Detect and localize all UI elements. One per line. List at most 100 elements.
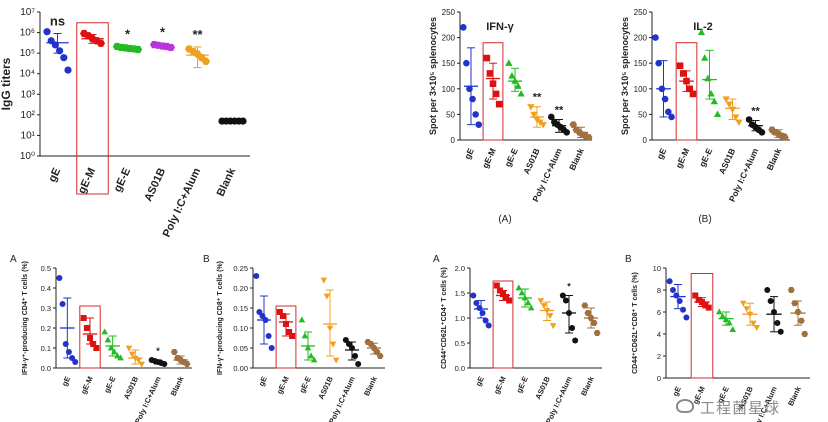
x-category-label: gE-E — [297, 375, 312, 394]
panel-caption: (A) — [498, 214, 511, 225]
data-point — [668, 113, 675, 121]
x-category-label: AS01B — [717, 147, 738, 176]
data-point — [517, 89, 525, 97]
data-point — [524, 299, 532, 306]
data-point — [470, 292, 477, 299]
x-category-label: Blank — [169, 374, 186, 397]
y-tick-label: 10¹ — [21, 130, 36, 141]
data-point — [549, 323, 557, 330]
y-tick-label: 0.3 — [41, 304, 51, 313]
data-point — [60, 54, 68, 62]
data-point — [732, 114, 740, 121]
chart-title: IFN-γ — [486, 21, 514, 33]
highlight-box — [482, 42, 504, 141]
data-point — [349, 345, 355, 351]
y-tick-label: 0.10 — [233, 324, 248, 333]
data-point — [704, 74, 712, 82]
data-point — [707, 89, 715, 97]
data-point — [563, 129, 570, 136]
data-point — [527, 104, 535, 111]
y-tick-label: 0.5 — [455, 339, 465, 348]
panel-letter: B — [203, 254, 210, 265]
x-category-label: gE-E — [102, 375, 117, 394]
x-category-label: gE-M — [275, 375, 291, 395]
data-point — [584, 310, 592, 316]
y-tick-label: 1.0 — [455, 314, 465, 323]
data-point — [676, 298, 683, 304]
data-point — [479, 310, 486, 316]
data-point — [482, 317, 489, 324]
data-point — [65, 349, 72, 355]
data-point — [473, 300, 480, 306]
data-point — [289, 333, 296, 339]
data-point — [505, 59, 513, 66]
data-point — [683, 77, 690, 85]
y-tick-label: 50 — [638, 110, 647, 119]
data-point — [701, 54, 709, 61]
y-tick-label: 0 — [657, 374, 661, 383]
data-point — [329, 341, 337, 348]
data-point — [697, 28, 706, 36]
data-point — [791, 300, 799, 307]
y-tick-label: 10³ — [21, 89, 36, 100]
y-tick-label: 150 — [442, 59, 456, 68]
data-point — [307, 352, 315, 359]
x-category-label: gE — [257, 375, 269, 387]
y-tick-label: 0.25 — [233, 264, 248, 273]
data-point — [655, 59, 662, 67]
watermark-logo-icon — [676, 399, 694, 413]
data-point — [276, 309, 283, 315]
data-point — [503, 294, 510, 300]
data-point — [43, 28, 51, 36]
data-point — [745, 116, 753, 123]
y-tick-label: 250 — [442, 8, 456, 17]
panel-letter: A — [433, 254, 440, 265]
data-point — [593, 330, 601, 336]
data-point — [540, 303, 548, 310]
data-point — [239, 117, 247, 125]
highlight-box — [76, 22, 109, 195]
x-category-label: Blank — [215, 165, 239, 198]
y-tick-label: 1.5 — [455, 289, 465, 298]
data-point — [268, 345, 275, 351]
data-point — [739, 300, 747, 307]
y-axis-label: IFN-γ⁺-producing CD4⁺ T cells (%) — [22, 261, 29, 375]
data-point — [726, 319, 733, 326]
data-point — [460, 24, 467, 31]
x-category-label: gE-E — [514, 375, 529, 394]
y-tick-label: 10² — [21, 110, 36, 121]
data-point — [676, 62, 684, 70]
y-tick-label: 0.00 — [233, 364, 248, 373]
data-point — [332, 357, 340, 364]
x-category-label: gE — [462, 146, 476, 160]
data-point — [735, 119, 743, 127]
data-point — [719, 312, 726, 319]
data-point — [777, 328, 784, 335]
data-point — [506, 297, 513, 304]
data-point — [110, 348, 118, 355]
data-point — [93, 345, 100, 351]
data-point — [572, 337, 579, 344]
panel-letter: B — [625, 254, 632, 265]
data-point — [90, 341, 97, 347]
panel-caption: (B) — [698, 214, 711, 225]
y-tick-label: 10⁰ — [20, 151, 35, 162]
data-point — [692, 292, 699, 299]
data-point — [262, 317, 269, 323]
y-tick-label: 4 — [657, 330, 661, 339]
data-point — [569, 121, 578, 128]
panel-letter: A — [10, 254, 17, 265]
y-axis-label: Spot per 3×10⁵ splenocytes — [428, 17, 438, 135]
data-point — [673, 292, 680, 299]
data-point — [301, 332, 309, 339]
x-category-label: Blank — [362, 374, 379, 397]
data-point — [496, 287, 503, 294]
data-point — [466, 85, 473, 93]
data-point — [722, 96, 730, 103]
data-point — [746, 311, 754, 318]
data-point — [355, 361, 362, 367]
chart-title: IL-2 — [693, 21, 713, 33]
data-point — [753, 325, 761, 331]
data-point — [352, 353, 359, 359]
